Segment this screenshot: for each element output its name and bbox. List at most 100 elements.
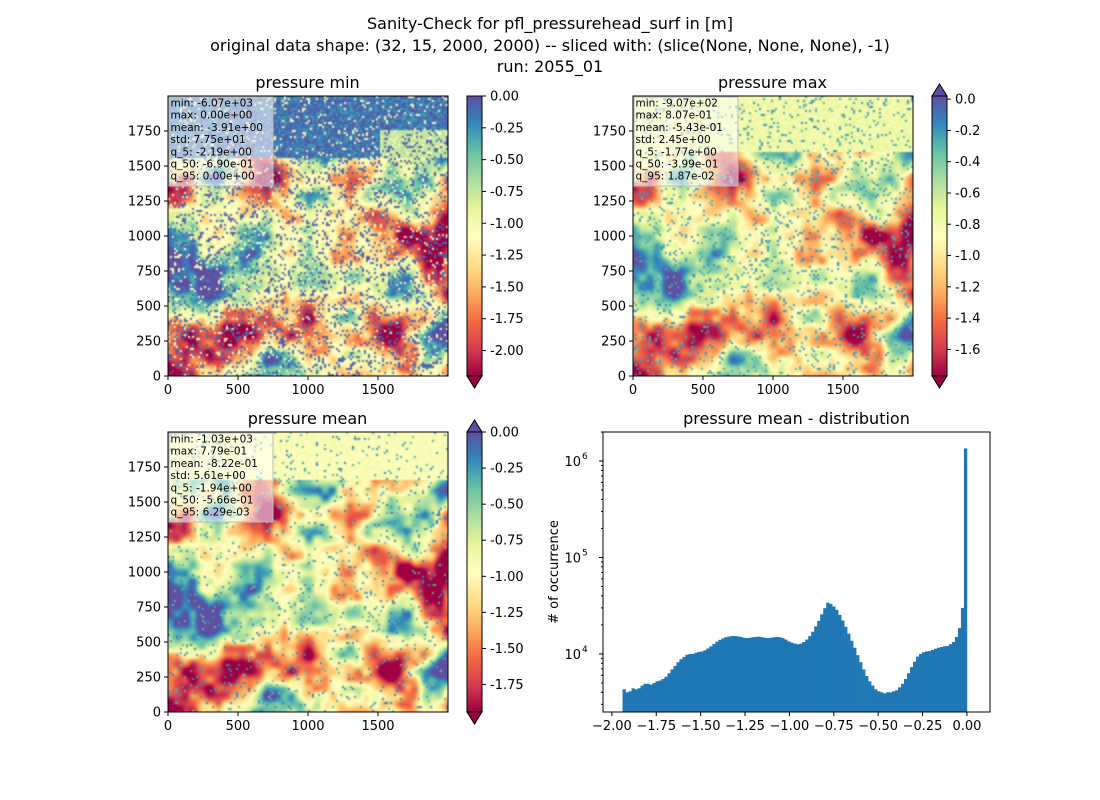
hist-x-tick-label: −0.75 <box>814 719 854 734</box>
histogram-bar <box>838 614 842 712</box>
histogram-bar <box>763 637 767 712</box>
y-tick-label: 500 <box>136 636 161 651</box>
stats-line: q_95: 6.29e-03 <box>171 507 250 519</box>
histogram-bar <box>637 688 641 712</box>
y-tick-label: 0 <box>618 370 626 385</box>
histogram-bar <box>682 656 686 712</box>
colorbar-tick-label: -1.25 <box>490 606 524 621</box>
histogram-bar <box>874 689 878 712</box>
hist-x-tick-label: −1.75 <box>636 719 676 734</box>
histogram-bar <box>709 646 713 712</box>
histogram-bar <box>960 607 965 712</box>
histogram-bar <box>826 602 830 712</box>
histogram-bar <box>733 636 737 712</box>
histogram-bar <box>841 620 845 712</box>
histogram-bar <box>724 637 728 712</box>
y-tick-label: 1750 <box>593 125 626 140</box>
histogram-bar <box>871 685 875 712</box>
hist-x-tick-label: −2.00 <box>592 719 632 734</box>
colorbar-gradient <box>932 96 947 376</box>
colorbar-tick-label: -0.50 <box>490 498 524 513</box>
colorbar-extend-bottom <box>466 711 483 725</box>
y-tick-label: 500 <box>136 300 161 315</box>
stats-box <box>168 96 274 187</box>
histogram-bar <box>862 669 866 712</box>
histogram-bar <box>679 659 683 712</box>
histogram-bar <box>927 651 932 712</box>
histogram-bar <box>907 673 911 712</box>
y-tick-label: 0 <box>153 370 161 385</box>
y-tick-label: 1500 <box>128 160 161 175</box>
histogram-bar <box>922 652 926 712</box>
histogram-bar <box>919 653 923 712</box>
colorbar-pressure_max: 0.0 -0.2 -0.4 -0.6 -0.8 -1.0 -1.2 -1.4 -1.6 <box>931 83 980 389</box>
y-tick-label: 1750 <box>128 461 161 476</box>
histogram-bar <box>661 678 665 712</box>
histogram-bar <box>649 684 653 712</box>
x-tick-label: 500 <box>226 383 251 398</box>
colorbar-tick-label: -0.75 <box>490 185 524 200</box>
histogram-bar <box>835 609 839 712</box>
histogram-bar <box>718 639 722 712</box>
histogram-bar <box>913 661 917 712</box>
x-tick-label: 1500 <box>361 719 394 734</box>
histogram-bar <box>853 647 857 712</box>
panel-title-distribution: pressure mean - distribution <box>683 409 910 428</box>
histogram-bar <box>877 691 881 712</box>
stats-line: mean: -8.22e-01 <box>171 458 258 470</box>
histogram-bar <box>814 626 818 712</box>
histogram-bar <box>745 638 749 712</box>
histogram-bar <box>667 673 671 712</box>
x-tick-label: 1000 <box>756 383 789 398</box>
colorbar-tick-label: -0.8 <box>955 218 980 233</box>
histogram-bar <box>739 636 743 712</box>
histogram-bar <box>883 693 887 712</box>
histogram-bar <box>811 631 815 712</box>
histogram-bar <box>640 685 644 712</box>
y-tick-label: 0 <box>153 706 161 721</box>
histogram-bar <box>691 653 695 712</box>
stats-line: mean: -5.43e-01 <box>636 122 723 134</box>
stats-line: q_5: -1.77e+00 <box>636 146 717 158</box>
histogram-bar <box>664 676 668 712</box>
histogram-bar <box>772 637 776 712</box>
histogram-bar <box>856 655 860 712</box>
histogram-bar <box>748 637 752 712</box>
colorbar-tick-label: -0.75 <box>490 534 524 549</box>
hist-y-tick-exponent: 5 <box>582 548 588 558</box>
histogram-bar <box>766 638 770 712</box>
histogram-bar <box>808 636 812 712</box>
histogram-bar <box>793 643 797 712</box>
histogram-bar <box>715 641 719 712</box>
y-tick-label: 250 <box>601 335 626 350</box>
stats-line: q_50: -6.90e-01 <box>171 159 254 171</box>
histogram-bar <box>796 644 800 712</box>
x-tick-label: 1000 <box>291 719 324 734</box>
histogram-bar <box>892 691 896 712</box>
stats-line: max: 0.00e+00 <box>171 110 253 122</box>
colorbar-extend-top <box>931 83 948 97</box>
x-tick-label: 1500 <box>361 383 394 398</box>
histogram-bar <box>945 645 950 712</box>
colorbar-tick-label: -0.6 <box>955 186 980 201</box>
colorbar-tick-label: -1.00 <box>490 570 524 585</box>
y-tick-label: 1000 <box>128 230 161 245</box>
histogram-bar <box>832 606 836 712</box>
colorbar-tick-label: -0.4 <box>955 155 980 170</box>
colorbar-tick-label: 0.00 <box>490 90 519 105</box>
x-tick-label: 500 <box>226 719 251 734</box>
colorbar-tick-label: -0.50 <box>490 153 524 168</box>
stats-line: std: 5.61e+00 <box>171 470 246 482</box>
x-tick-label: 0 <box>164 383 172 398</box>
colorbar-tick-label: 0.00 <box>490 426 519 441</box>
histogram-bar <box>625 692 629 712</box>
histogram-bar <box>829 603 833 712</box>
histogram-bar <box>622 689 626 712</box>
y-tick-label: 750 <box>601 265 626 280</box>
histogram-bar <box>942 646 947 712</box>
colorbar-tick-label: -1.50 <box>490 280 524 295</box>
figure-title-line-2: original data shape: (32, 15, 2000, 2000… <box>210 36 890 55</box>
stats-box <box>168 432 274 523</box>
stats-line: min: -6.07e+03 <box>171 98 253 110</box>
colorbar-tick-label: -1.50 <box>490 642 524 657</box>
